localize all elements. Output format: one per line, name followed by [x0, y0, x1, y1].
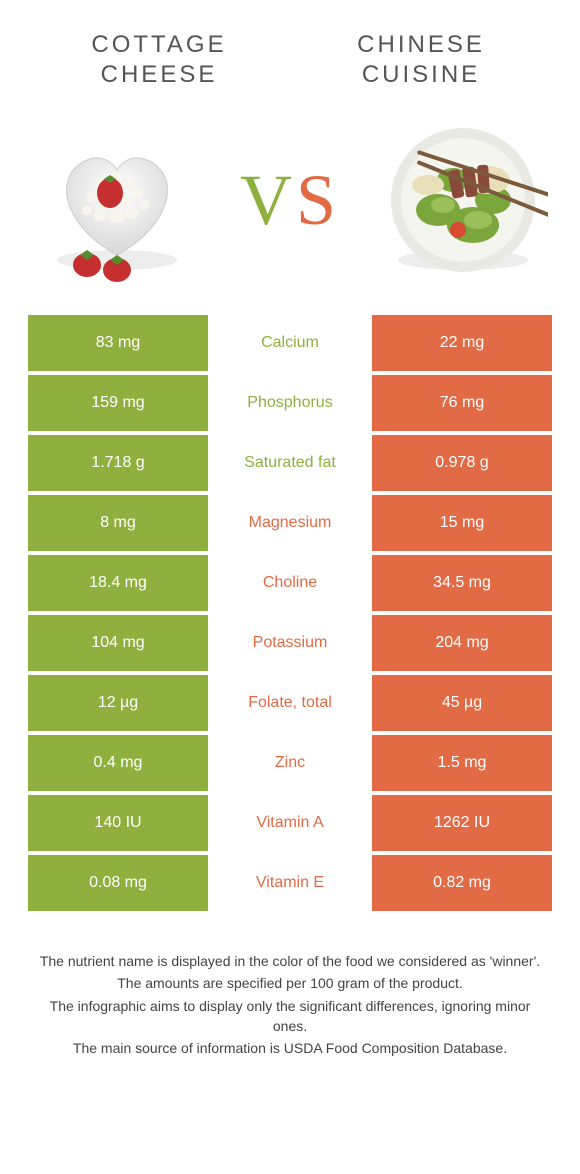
vs-v: V — [240, 159, 296, 242]
nutrient-name: Zinc — [208, 735, 372, 791]
nutrient-name: Phosphorus — [208, 375, 372, 431]
nutrient-right-value: 76 mg — [372, 375, 552, 431]
right-food-title: CHINESE CUISINE — [290, 30, 552, 90]
nutrient-left-value: 1.718 g — [28, 435, 208, 491]
nutrient-left-value: 18.4 mg — [28, 555, 208, 611]
nutrient-name: Choline — [208, 555, 372, 611]
left-food-image — [32, 115, 202, 285]
footnote-line: The main source of information is USDA F… — [38, 1038, 542, 1058]
nutrient-row: 12 µgFolate, total45 µg — [28, 675, 552, 731]
right-title-line2: CUISINE — [362, 61, 480, 88]
footnote-line: The amounts are specified per 100 gram o… — [38, 973, 542, 993]
right-title-line1: CHINESE — [357, 31, 485, 58]
nutrient-left-value: 159 mg — [28, 375, 208, 431]
nutrient-table: 83 mgCalcium22 mg159 mgPhosphorus76 mg1.… — [28, 315, 552, 911]
nutrient-right-value: 34.5 mg — [372, 555, 552, 611]
nutrient-right-value: 1.5 mg — [372, 735, 552, 791]
nutrient-right-value: 15 mg — [372, 495, 552, 551]
nutrient-row: 0.08 mgVitamin E0.82 mg — [28, 855, 552, 911]
nutrient-row: 18.4 mgCholine34.5 mg — [28, 555, 552, 611]
nutrient-name: Potassium — [208, 615, 372, 671]
nutrient-left-value: 8 mg — [28, 495, 208, 551]
left-title-line1: COTTAGE — [91, 31, 226, 58]
vs-label: VS — [240, 159, 340, 242]
nutrient-left-value: 104 mg — [28, 615, 208, 671]
nutrient-left-value: 83 mg — [28, 315, 208, 371]
nutrient-right-value: 204 mg — [372, 615, 552, 671]
vs-s: S — [296, 159, 340, 242]
nutrient-name: Calcium — [208, 315, 372, 371]
titles-row: COTTAGE CHEESE CHINESE CUISINE — [28, 30, 552, 90]
nutrient-row: 83 mgCalcium22 mg — [28, 315, 552, 371]
left-food-title: COTTAGE CHEESE — [28, 30, 290, 90]
left-title-line2: CHEESE — [101, 61, 218, 88]
nutrient-left-value: 0.4 mg — [28, 735, 208, 791]
nutrient-left-value: 0.08 mg — [28, 855, 208, 911]
nutrient-right-value: 0.978 g — [372, 435, 552, 491]
nutrient-right-value: 45 µg — [372, 675, 552, 731]
nutrient-row: 140 IUVitamin A1262 IU — [28, 795, 552, 851]
nutrient-row: 104 mgPotassium204 mg — [28, 615, 552, 671]
nutrient-name: Saturated fat — [208, 435, 372, 491]
nutrient-name: Vitamin A — [208, 795, 372, 851]
nutrient-row: 1.718 gSaturated fat0.978 g — [28, 435, 552, 491]
nutrient-left-value: 12 µg — [28, 675, 208, 731]
nutrient-row: 159 mgPhosphorus76 mg — [28, 375, 552, 431]
nutrient-name: Folate, total — [208, 675, 372, 731]
nutrient-right-value: 22 mg — [372, 315, 552, 371]
nutrient-left-value: 140 IU — [28, 795, 208, 851]
footnote-line: The nutrient name is displayed in the co… — [38, 951, 542, 971]
nutrient-right-value: 0.82 mg — [372, 855, 552, 911]
nutrient-name: Magnesium — [208, 495, 372, 551]
nutrient-right-value: 1262 IU — [372, 795, 552, 851]
right-food-image — [378, 115, 548, 285]
images-row: VS — [28, 115, 552, 285]
nutrient-row: 8 mgMagnesium15 mg — [28, 495, 552, 551]
footnote-line: The infographic aims to display only the… — [38, 996, 542, 1037]
nutrient-name: Vitamin E — [208, 855, 372, 911]
footnotes: The nutrient name is displayed in the co… — [28, 951, 552, 1058]
nutrient-row: 0.4 mgZinc1.5 mg — [28, 735, 552, 791]
